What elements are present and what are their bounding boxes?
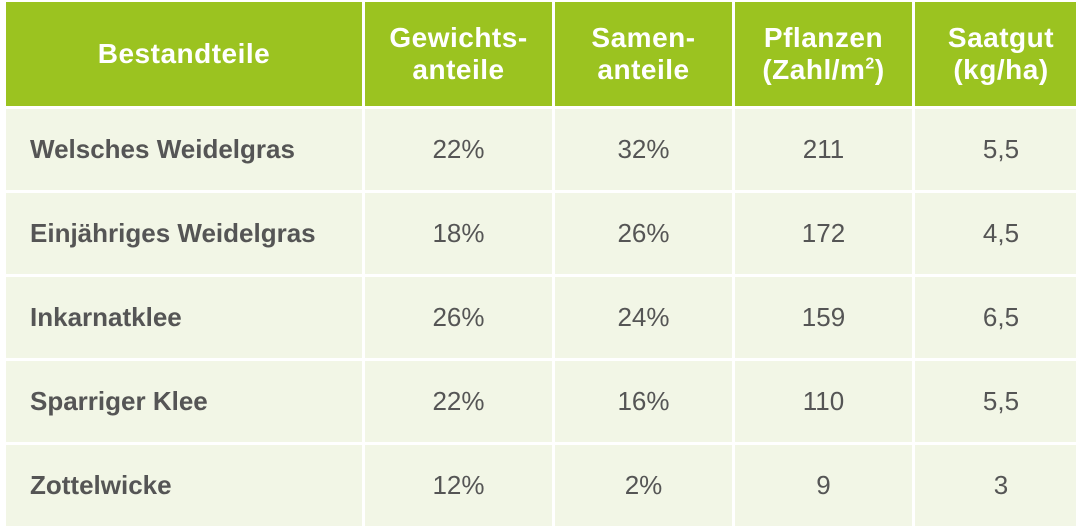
header-saatgut: Saatgut (kg/ha) bbox=[915, 2, 1076, 106]
row-samen: 2% bbox=[555, 445, 732, 526]
row-saatgut: 5,5 bbox=[915, 361, 1076, 442]
header-gewichtsanteile: Gewichts-anteile bbox=[365, 2, 552, 106]
header-samenanteile: Samen-anteile bbox=[555, 2, 732, 106]
row-saatgut: 5,5 bbox=[915, 109, 1076, 190]
seed-mix-table: Bestandteile Gewichts-anteile Samen-ante… bbox=[6, 2, 1076, 526]
row-name: Welsches Weidelgras bbox=[6, 109, 362, 190]
row-samen: 32% bbox=[555, 109, 732, 190]
row-name: Zottelwicke bbox=[6, 445, 362, 526]
row-name: Einjähriges Weidelgras bbox=[6, 193, 362, 274]
row-gewicht: 26% bbox=[365, 277, 552, 358]
row-samen: 26% bbox=[555, 193, 732, 274]
row-pflanzen: 9 bbox=[735, 445, 912, 526]
header-pflanzen: Pflanzen (Zahl/m2) bbox=[735, 2, 912, 106]
row-gewicht: 22% bbox=[365, 361, 552, 442]
row-saatgut: 3 bbox=[915, 445, 1076, 526]
row-saatgut: 6,5 bbox=[915, 277, 1076, 358]
row-gewicht: 12% bbox=[365, 445, 552, 526]
row-samen: 16% bbox=[555, 361, 732, 442]
row-gewicht: 18% bbox=[365, 193, 552, 274]
row-saatgut: 4,5 bbox=[915, 193, 1076, 274]
row-samen: 24% bbox=[555, 277, 732, 358]
header-bestandteile: Bestandteile bbox=[6, 2, 362, 106]
row-gewicht: 22% bbox=[365, 109, 552, 190]
row-name: Inkarnatklee bbox=[6, 277, 362, 358]
row-name: Sparriger Klee bbox=[6, 361, 362, 442]
row-pflanzen: 159 bbox=[735, 277, 912, 358]
row-pflanzen: 172 bbox=[735, 193, 912, 274]
row-pflanzen: 110 bbox=[735, 361, 912, 442]
row-pflanzen: 211 bbox=[735, 109, 912, 190]
